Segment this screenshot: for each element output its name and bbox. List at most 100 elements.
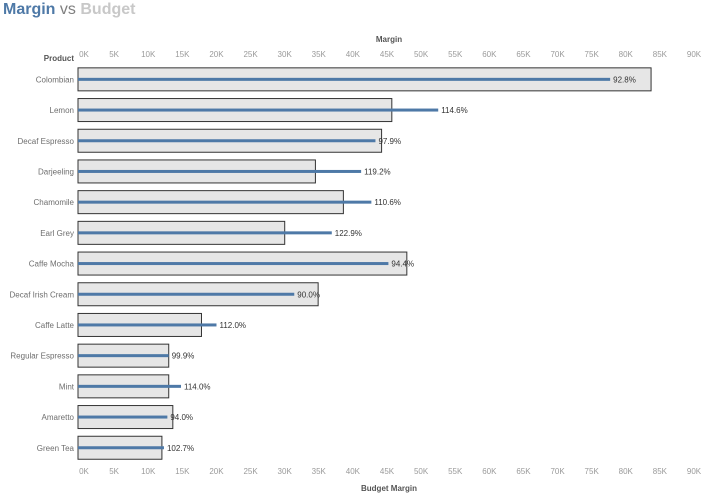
bottom-tick-label: 40K [346, 467, 361, 476]
row-label: Green Tea [37, 444, 75, 453]
chart-title: Margin vs Budget [3, 1, 135, 19]
bottom-tick-label: 20K [209, 467, 224, 476]
row-label: Regular Espresso [10, 352, 74, 361]
bottom-tick-label: 65K [516, 467, 531, 476]
row-label: Mint [59, 382, 75, 391]
bottom-tick-label: 10K [141, 467, 156, 476]
row-decaf-espresso: Decaf Espresso 97.9% [18, 128, 401, 153]
row-caffe-mocha: Caffe Mocha 94.4% [29, 251, 414, 276]
percent-label: 99.9% [172, 352, 195, 361]
top-tick-label: 75K [585, 50, 600, 59]
margin-bar [78, 231, 332, 235]
top-axis-title: Margin [376, 35, 402, 44]
row-label: Chamomile [34, 198, 75, 207]
row-header: Product [44, 54, 75, 63]
percent-label: 97.9% [378, 137, 401, 146]
title-budget: Budget [80, 1, 136, 18]
row-regular-espresso: Regular Espresso 99.9% [10, 343, 195, 368]
row-label: Caffe Latte [35, 321, 75, 330]
percent-label: 94.0% [170, 413, 193, 422]
top-tick-label: 15K [175, 50, 190, 59]
row-label: Amaretto [42, 413, 75, 422]
row-colombian: Colombian 92.8% [36, 67, 652, 92]
top-tick-label: 70K [550, 50, 565, 59]
margin-bar [78, 292, 295, 296]
row-label: Caffe Mocha [29, 260, 75, 269]
bottom-tick-label: 5K [109, 467, 119, 476]
bottom-tick-label: 70K [550, 467, 565, 476]
margin-bar [78, 323, 217, 327]
bottom-tick-label: 15K [175, 467, 190, 476]
percent-label: 92.8% [613, 75, 636, 84]
bottom-axis-title: Budget Margin [361, 484, 417, 493]
bottom-tick-label: 35K [312, 467, 327, 476]
top-tick-label: 0K [79, 50, 89, 59]
percent-label: 114.6% [441, 106, 468, 115]
row-label: Decaf Irish Cream [10, 290, 75, 299]
top-tick-label: 85K [653, 50, 668, 59]
row-label: Darjeeling [38, 167, 74, 176]
bottom-tick-label: 85K [653, 467, 668, 476]
bottom-tick-label: 0K [79, 467, 89, 476]
bottom-tick-label: 60K [482, 467, 497, 476]
percent-label: 112.0% [219, 321, 246, 330]
row-label: Earl Grey [40, 229, 74, 238]
top-tick-label: 65K [516, 50, 531, 59]
row-amaretto: Amaretto 94.0% [42, 405, 193, 430]
margin-bar [78, 169, 362, 173]
margin-bar [78, 415, 168, 419]
row-lemon: Lemon 114.6% [50, 98, 468, 123]
title-margin: Margin [3, 1, 56, 18]
margin-bar [78, 384, 182, 388]
top-tick-label: 30K [278, 50, 293, 59]
top-tick-label: 25K [243, 50, 258, 59]
bottom-tick-label: 80K [619, 467, 634, 476]
bottom-tick-label: 45K [380, 467, 395, 476]
top-tick-label: 50K [414, 50, 429, 59]
margin-bar [78, 108, 439, 112]
bottom-tick-label: 50K [414, 467, 429, 476]
title-vs: vs [59, 1, 76, 18]
margin-bar [78, 446, 164, 450]
percent-label: 119.2% [364, 167, 391, 176]
row-label: Colombian [36, 75, 74, 84]
top-tick-label: 35K [312, 50, 327, 59]
row-earl-grey: Earl Grey 122.9% [40, 220, 362, 245]
row-darjeeling: Darjeeling 119.2% [38, 159, 391, 184]
percent-label: 90.0% [297, 290, 320, 299]
bottom-tick-label: 90K [687, 467, 702, 476]
percent-label: 114.0% [184, 382, 211, 391]
row-green-tea: Green Tea 102.7% [37, 435, 194, 460]
row-label: Lemon [50, 106, 74, 115]
chart-rows: Colombian 92.8% Lemon 114.6% Decaf Espresso 9… [10, 67, 652, 460]
top-tick-label: 10K [141, 50, 156, 59]
top-axis-ticks: 0K 5K 10K 15K 20K 25K 30K 35K 40K 45K 50K 55K 60K 65K… [79, 50, 702, 59]
percent-label: 102.7% [167, 444, 194, 453]
bottom-tick-label: 55K [448, 467, 463, 476]
row-caffe-latte: Caffe Latte 112.0% [35, 312, 246, 337]
row-label: Decaf Espresso [18, 137, 75, 146]
margin-bar [78, 354, 169, 358]
margin-bar [78, 200, 372, 204]
top-tick-label: 40K [346, 50, 361, 59]
row-mint: Mint 114.0% [59, 374, 211, 399]
bottom-tick-label: 75K [585, 467, 600, 476]
percent-label: 94.4% [391, 260, 414, 269]
top-tick-label: 5K [109, 50, 119, 59]
top-tick-label: 80K [619, 50, 634, 59]
percent-label: 122.9% [335, 229, 362, 238]
bottom-axis-ticks: 0K 5K 10K 15K 20K 25K 30K 35K 40K 45K 50K 55K 60K 65K… [79, 467, 702, 476]
margin-bar [78, 77, 611, 81]
margin-bar [78, 262, 389, 266]
top-tick-label: 20K [209, 50, 224, 59]
margin-bar [78, 139, 376, 143]
top-tick-label: 90K [687, 50, 702, 59]
top-tick-label: 45K [380, 50, 395, 59]
percent-label: 110.6% [374, 198, 401, 207]
bottom-tick-label: 25K [243, 467, 258, 476]
top-tick-label: 55K [448, 50, 463, 59]
row-chamomile: Chamomile 110.6% [34, 190, 401, 215]
bottom-tick-label: 30K [278, 467, 293, 476]
row-decaf-irish-cream: Decaf Irish Cream 90.0% [10, 282, 320, 307]
